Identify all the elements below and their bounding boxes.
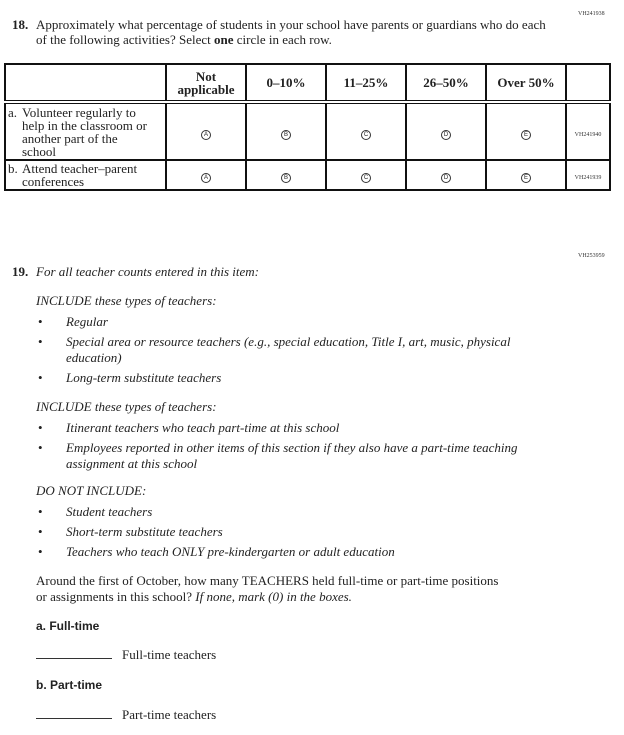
part-label: b. Part-time <box>36 678 103 692</box>
radio-not-applicable[interactable]: A <box>201 129 211 140</box>
item-code: VH241938 <box>578 11 605 17</box>
table-row: a. Volunteer regularly to help in the cla… <box>4 101 611 161</box>
row-label: b. Attend teacher–parent conferences <box>4 159 167 191</box>
radio-over-50[interactable]: E <box>521 173 531 183</box>
list-item: Long-term substitute teachers <box>36 370 536 386</box>
list-item: Special area or resource teachers (e.g.,… <box>36 334 536 366</box>
table-row: b. Attend teacher–parent conferences A B … <box>4 159 611 191</box>
response-table: Not applicable 0–10% 11–25% 26–50% Over … <box>4 63 611 191</box>
part-time-input[interactable] <box>36 708 112 719</box>
column-header: Over 50% <box>485 63 567 104</box>
radio-not-applicable[interactable]: A <box>201 173 211 183</box>
item-code: VH241940 <box>574 131 602 138</box>
question-number: 18. <box>12 17 29 32</box>
include-group: INCLUDE these types of teachers: Itinera… <box>36 399 536 476</box>
radio-0-10[interactable]: B <box>281 129 291 140</box>
question-number: 19. <box>12 264 29 279</box>
list-item: Short-term substitute teachers <box>36 524 536 540</box>
radio-26-50[interactable]: D <box>441 173 451 183</box>
question-intro: For all teacher counts entered in this i… <box>36 264 259 279</box>
include-group: INCLUDE these types of teachers: Regular… <box>36 293 536 390</box>
list-item: Student teachers <box>36 504 536 520</box>
column-header: 26–50% <box>405 63 487 104</box>
question-text: Around the first of October, how many TE… <box>36 573 499 604</box>
list-item: Employees reported in other items of thi… <box>36 440 536 472</box>
list-item: Itinerant teachers who teach part-time a… <box>36 420 536 436</box>
table-header: Not applicable 0–10% 11–25% 26–50% Over … <box>4 63 611 104</box>
question-text: Approximately what percentage of student… <box>36 17 546 47</box>
column-header: 11–25% <box>325 63 407 104</box>
radio-0-10[interactable]: B <box>281 173 291 183</box>
full-time-input[interactable] <box>36 648 112 659</box>
radio-11-25[interactable]: C <box>361 129 371 140</box>
list-item: Regular <box>36 314 536 330</box>
radio-over-50[interactable]: E <box>521 129 531 140</box>
item-code: VH241939 <box>574 175 602 181</box>
radio-11-25[interactable]: C <box>361 173 371 183</box>
column-header: 0–10% <box>245 63 327 104</box>
part-label: a. Full-time <box>36 619 100 633</box>
row-label: a. Volunteer regularly to help in the cla… <box>4 101 167 161</box>
full-time-row: Full-time teachers <box>36 647 216 663</box>
radio-26-50[interactable]: D <box>441 129 451 140</box>
exclude-group: DO NOT INCLUDE: Student teachers Short-t… <box>36 483 536 564</box>
list-item: Teachers who teach ONLY pre-kindergarten… <box>36 544 536 560</box>
column-header: Not applicable <box>165 63 247 104</box>
part-time-row: Part-time teachers <box>36 707 216 723</box>
item-code: VH253959 <box>578 253 605 259</box>
